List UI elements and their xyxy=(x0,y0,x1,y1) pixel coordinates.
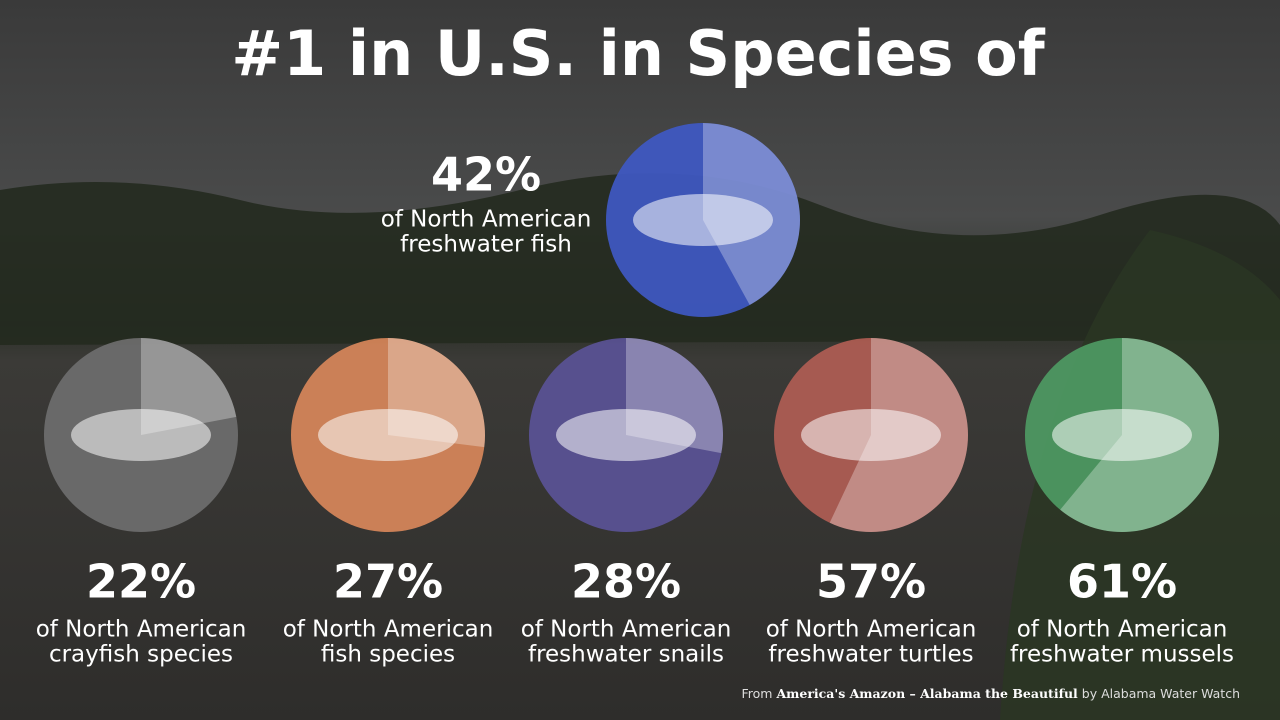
caption: fish species xyxy=(321,642,455,668)
caption: of North American xyxy=(36,617,247,643)
caption: of North American xyxy=(283,617,494,643)
animal-icon xyxy=(71,409,211,461)
caption: freshwater fish xyxy=(400,232,572,258)
credit-prefix: From xyxy=(742,686,773,701)
credit-work: America's Amazon – Alabama the Beautiful xyxy=(775,686,1078,701)
caption: of North American xyxy=(521,617,732,643)
percent-label: 28% xyxy=(571,555,681,609)
animal-icon xyxy=(801,409,941,461)
percent-label: 22% xyxy=(86,555,196,609)
credit-suffix: by Alabama Water Watch xyxy=(1082,686,1240,701)
animal-icon xyxy=(633,194,773,246)
percent-label: 27% xyxy=(333,555,443,609)
animal-icon xyxy=(556,409,696,461)
percent-label: 61% xyxy=(1067,555,1177,609)
caption: of North American xyxy=(766,617,977,643)
title: #1 in U.S. in Species of xyxy=(231,17,1046,90)
caption: freshwater mussels xyxy=(1010,642,1234,668)
percent-label: 42% xyxy=(431,148,541,202)
percent-label: 57% xyxy=(816,555,926,609)
caption: of North American xyxy=(381,207,592,233)
caption: crayfish species xyxy=(49,642,233,668)
caption: freshwater turtles xyxy=(768,642,973,668)
animal-icon xyxy=(1052,409,1192,461)
animal-icon xyxy=(318,409,458,461)
credit: From America's Amazon – Alabama the Beau… xyxy=(742,686,1241,701)
caption: of North American xyxy=(1017,617,1228,643)
caption: freshwater snails xyxy=(528,642,724,668)
